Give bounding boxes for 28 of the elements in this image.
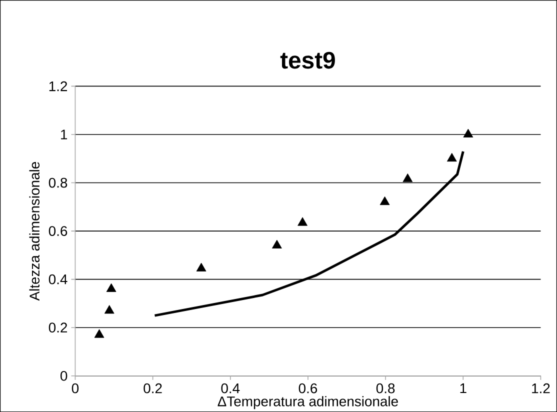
point	[463, 128, 474, 138]
point	[402, 173, 413, 182]
point	[298, 216, 308, 226]
y-axis-title: Altezza adimensionale	[29, 162, 40, 301]
y-tick-label: 0.4	[48, 274, 68, 284]
chart-title: test9	[280, 52, 335, 69]
y-tick-label: 0	[60, 370, 68, 381]
x-tick-label: 0.8	[376, 383, 395, 394]
x-tick-label: 0	[72, 383, 79, 394]
y-tick-label: 1	[61, 129, 68, 140]
x-tick-label: 1.2	[532, 383, 550, 393]
x-tick-label: 0.2	[144, 383, 162, 394]
x-tick-label: 1	[460, 383, 466, 393]
line-series	[153, 150, 464, 317]
y-tick-label: 0.6	[48, 226, 68, 236]
x-tick-label: 0.6	[298, 383, 318, 394]
x-axis-title: ΔTemperatura adimensionale	[218, 396, 398, 409]
point	[446, 152, 457, 162]
point	[196, 262, 206, 272]
y-tick-label: 0.8	[48, 178, 68, 188]
point	[380, 196, 390, 205]
point	[272, 240, 282, 248]
point	[94, 328, 104, 338]
point	[104, 304, 114, 314]
y-tick-label: 1.2	[49, 81, 68, 91]
point	[106, 283, 116, 292]
x-tick-label: 0.4	[221, 383, 240, 394]
y-tick-label: 0.2	[48, 322, 68, 332]
